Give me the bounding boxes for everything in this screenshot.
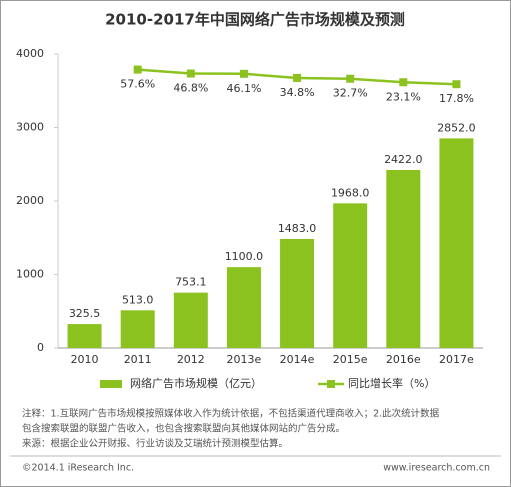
data-label: 513.0 xyxy=(122,293,154,306)
bar xyxy=(67,324,102,348)
data-label: 46.8% xyxy=(173,82,208,95)
data-label: 46.1% xyxy=(226,82,261,95)
marker xyxy=(346,74,355,83)
y-tick-label: 3000 xyxy=(16,121,44,134)
data-label: 32.7% xyxy=(333,87,368,100)
x-tick-label: 2012 xyxy=(177,353,205,366)
data-label: 753.1 xyxy=(175,276,207,289)
bar xyxy=(439,138,474,348)
data-label: 1968.0 xyxy=(331,186,370,199)
x-tick-label: 2010 xyxy=(71,353,99,366)
bar xyxy=(333,203,368,348)
marker xyxy=(186,69,195,78)
y-tick-label: 0 xyxy=(37,341,44,354)
legend-swatch xyxy=(100,380,122,388)
data-label: 57.6% xyxy=(120,78,155,91)
website: www.iresearch.com.cn xyxy=(383,463,490,474)
note: 来源：根据企业公开财报、行业访谈及艾瑞统计预测模型估算。 xyxy=(22,438,288,450)
y-tick-label: 2000 xyxy=(16,194,44,207)
data-label: 34.8% xyxy=(280,86,315,99)
marker xyxy=(133,65,142,74)
data-label: 1100.0 xyxy=(225,250,264,263)
x-tick-label: 2014e xyxy=(280,353,315,366)
x-tick-label: 2011 xyxy=(124,353,152,366)
data-label: 17.8% xyxy=(439,92,474,105)
marker xyxy=(239,69,248,78)
marker xyxy=(293,73,302,82)
marker xyxy=(399,78,408,87)
chart-title: 2010-2017年中国网络广告市场规模及预测 xyxy=(105,11,405,29)
note: 注释：1.互联网广告市场规模按照媒体收入作为统计依据，不包括渠道代理商收入；2.… xyxy=(22,408,440,420)
x-tick-label: 2015e xyxy=(333,353,368,366)
marker xyxy=(452,80,461,89)
legend-swatch xyxy=(327,380,335,388)
x-tick-label: 2016e xyxy=(386,353,421,366)
legend-label: 网络广告市场规模（亿元） xyxy=(130,376,262,390)
data-label: 1483.0 xyxy=(278,222,317,235)
legend-label: 同比增长率（%） xyxy=(348,376,435,390)
bar xyxy=(120,310,155,348)
bar xyxy=(280,238,315,348)
bar xyxy=(226,267,261,348)
bar xyxy=(386,169,421,348)
note: 包含搜索联盟的联盟广告收入，也包含搜索联盟向其他媒体网站的广告分成。 xyxy=(22,423,345,435)
bar xyxy=(173,292,208,348)
y-tick-label: 1000 xyxy=(16,268,44,281)
y-tick-label: 4000 xyxy=(16,47,44,60)
data-label: 23.1% xyxy=(386,90,421,103)
data-label: 325.5 xyxy=(69,307,101,320)
x-tick-label: 2017e xyxy=(439,353,474,366)
x-tick-label: 2013e xyxy=(227,353,262,366)
data-label: 2852.0 xyxy=(437,121,476,134)
data-label: 2422.0 xyxy=(384,153,423,166)
copyright: ©2014.1 iResearch Inc. xyxy=(22,463,134,474)
